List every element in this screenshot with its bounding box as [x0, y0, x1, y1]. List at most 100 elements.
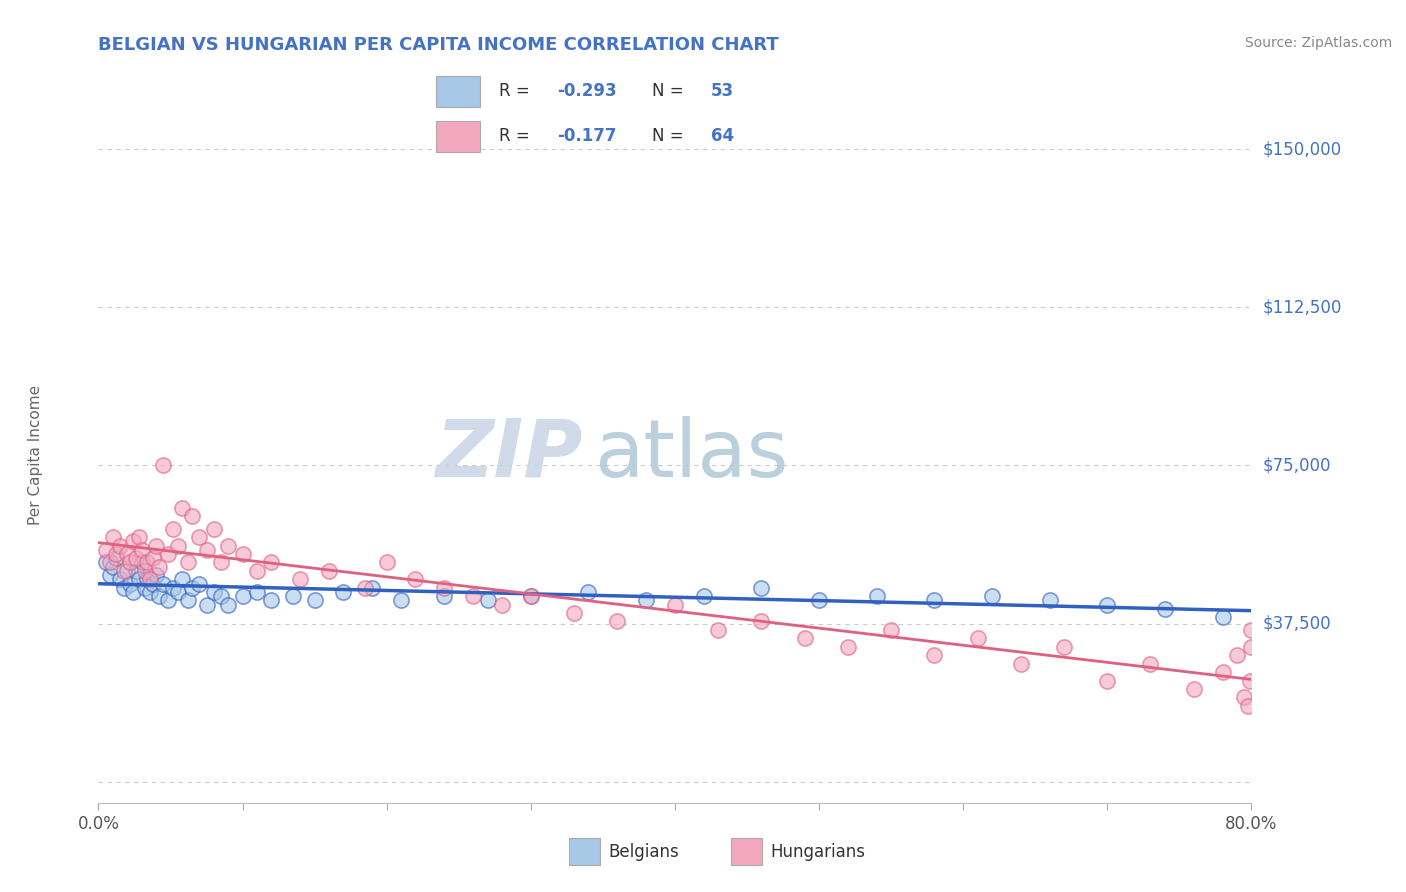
Point: [170, 572, 193, 586]
Point: [94, 542, 117, 557]
Point: [177, 556, 200, 570]
Text: -0.293: -0.293: [557, 82, 617, 100]
Point: [134, 581, 156, 595]
Point: [578, 585, 600, 599]
Point: [880, 623, 903, 637]
Point: [166, 539, 188, 553]
Point: [866, 589, 889, 603]
Point: [104, 547, 127, 561]
Text: Source: ZipAtlas.com: Source: ZipAtlas.com: [1244, 36, 1392, 50]
Text: N =: N =: [652, 82, 689, 100]
Point: [1212, 665, 1234, 679]
Point: [981, 589, 1004, 603]
Point: [1240, 623, 1263, 637]
Text: atlas: atlas: [595, 416, 789, 494]
Text: $75,000: $75,000: [1263, 457, 1331, 475]
Point: [389, 593, 412, 607]
Point: [217, 598, 239, 612]
Point: [1097, 673, 1119, 688]
Point: [104, 551, 127, 566]
Point: [120, 576, 142, 591]
Point: [134, 564, 156, 578]
Text: $112,500: $112,500: [1263, 298, 1341, 317]
Point: [98, 556, 121, 570]
Point: [117, 564, 138, 578]
Point: [142, 576, 165, 591]
Point: [707, 623, 730, 637]
Point: [136, 572, 159, 586]
Point: [260, 593, 283, 607]
Point: [131, 542, 153, 557]
Point: [290, 572, 312, 586]
Point: [922, 593, 945, 607]
Text: R =: R =: [499, 82, 534, 100]
Point: [202, 522, 225, 536]
Point: [94, 556, 117, 570]
Point: [1038, 593, 1062, 607]
Point: [117, 547, 138, 561]
Point: [246, 585, 269, 599]
Point: [751, 581, 773, 595]
Point: [209, 556, 232, 570]
Point: [433, 589, 456, 603]
Point: [966, 632, 988, 646]
Point: [793, 632, 815, 646]
Point: [188, 530, 211, 544]
Point: [1010, 657, 1032, 671]
Point: [131, 556, 153, 570]
Point: [922, 648, 945, 663]
Point: [606, 615, 628, 629]
Text: $150,000: $150,000: [1263, 140, 1341, 158]
Point: [98, 568, 121, 582]
Point: [148, 589, 170, 603]
Point: [166, 585, 188, 599]
Point: [433, 581, 456, 595]
Point: [139, 572, 162, 586]
Point: [177, 593, 200, 607]
Point: [181, 581, 204, 595]
Point: [1139, 657, 1161, 671]
Text: Hungarians: Hungarians: [770, 843, 866, 861]
Point: [405, 572, 427, 586]
Point: [195, 542, 218, 557]
Point: [122, 534, 145, 549]
Point: [136, 556, 159, 570]
Point: [231, 589, 254, 603]
FancyBboxPatch shape: [436, 76, 481, 106]
Point: [1097, 598, 1119, 612]
Point: [181, 509, 204, 524]
Point: [693, 589, 716, 603]
Point: [520, 589, 543, 603]
Text: BELGIAN VS HUNGARIAN PER CAPITA INCOME CORRELATION CHART: BELGIAN VS HUNGARIAN PER CAPITA INCOME C…: [98, 36, 779, 54]
Point: [152, 576, 174, 591]
Point: [120, 556, 142, 570]
Point: [260, 556, 283, 570]
Point: [231, 547, 254, 561]
Point: [318, 564, 340, 578]
Point: [142, 551, 165, 566]
Text: $37,500: $37,500: [1263, 615, 1331, 632]
Text: -0.177: -0.177: [557, 128, 617, 145]
Point: [304, 593, 326, 607]
Point: [1237, 698, 1260, 713]
Point: [148, 559, 170, 574]
Point: [1239, 673, 1261, 688]
Text: 64: 64: [710, 128, 734, 145]
Point: [170, 500, 193, 515]
Point: [122, 585, 145, 599]
Point: [751, 615, 773, 629]
Point: [375, 556, 398, 570]
Point: [1233, 690, 1256, 705]
Point: [562, 606, 585, 620]
Point: [125, 564, 148, 578]
Point: [332, 585, 354, 599]
Point: [156, 547, 179, 561]
Text: R =: R =: [499, 128, 534, 145]
Point: [354, 581, 377, 595]
Point: [491, 598, 513, 612]
Point: [361, 581, 384, 595]
Point: [246, 564, 269, 578]
Point: [477, 593, 499, 607]
Point: [101, 530, 124, 544]
Point: [217, 539, 239, 553]
